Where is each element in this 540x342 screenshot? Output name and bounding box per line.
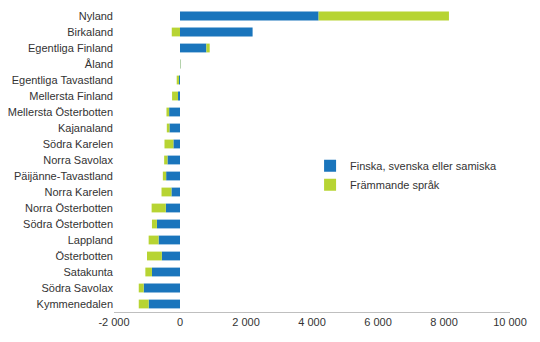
svg-text:2 000: 2 000: [232, 316, 260, 328]
svg-text:8 000: 8 000: [430, 316, 458, 328]
svg-text:Södra Savolax: Södra Savolax: [41, 282, 113, 294]
svg-text:Päijänne-Tavastland: Päijänne-Tavastland: [14, 170, 113, 182]
svg-text:Kymmenedalen: Kymmenedalen: [37, 298, 113, 310]
svg-text:10 000: 10 000: [493, 316, 527, 328]
svg-text:Södra Karelen: Södra Karelen: [43, 138, 113, 150]
svg-text:0: 0: [177, 316, 183, 328]
svg-text:Lappland: Lappland: [68, 234, 113, 246]
svg-text:Norra Österbotten: Norra Österbotten: [25, 202, 113, 214]
svg-text:6 000: 6 000: [364, 316, 392, 328]
svg-text:Finska, svenska eller samiska: Finska, svenska eller samiska: [350, 160, 497, 172]
svg-text:-2 000: -2 000: [98, 316, 129, 328]
svg-text:Mellersta Finland: Mellersta Finland: [29, 90, 113, 102]
svg-text:Åland: Åland: [85, 58, 113, 70]
svg-text:Norra Karelen: Norra Karelen: [45, 186, 113, 198]
svg-text:Egentliga Tavastland: Egentliga Tavastland: [12, 74, 113, 86]
svg-text:Främmande språk: Främmande språk: [350, 179, 440, 191]
svg-text:Satakunta: Satakunta: [63, 266, 113, 278]
svg-text:Mellersta Österbotten: Mellersta Österbotten: [8, 106, 113, 118]
svg-text:Österbotten: Österbotten: [56, 250, 113, 262]
svg-text:Nyland: Nyland: [79, 10, 113, 22]
svg-text:Birkaland: Birkaland: [67, 26, 113, 38]
svg-text:4 000: 4 000: [298, 316, 326, 328]
svg-text:Kajanaland: Kajanaland: [58, 122, 113, 134]
svg-text:Egentliga Finland: Egentliga Finland: [28, 42, 113, 54]
svg-text:Norra Savolax: Norra Savolax: [43, 154, 113, 166]
svg-text:Södra Österbotten: Södra Österbotten: [23, 218, 113, 230]
